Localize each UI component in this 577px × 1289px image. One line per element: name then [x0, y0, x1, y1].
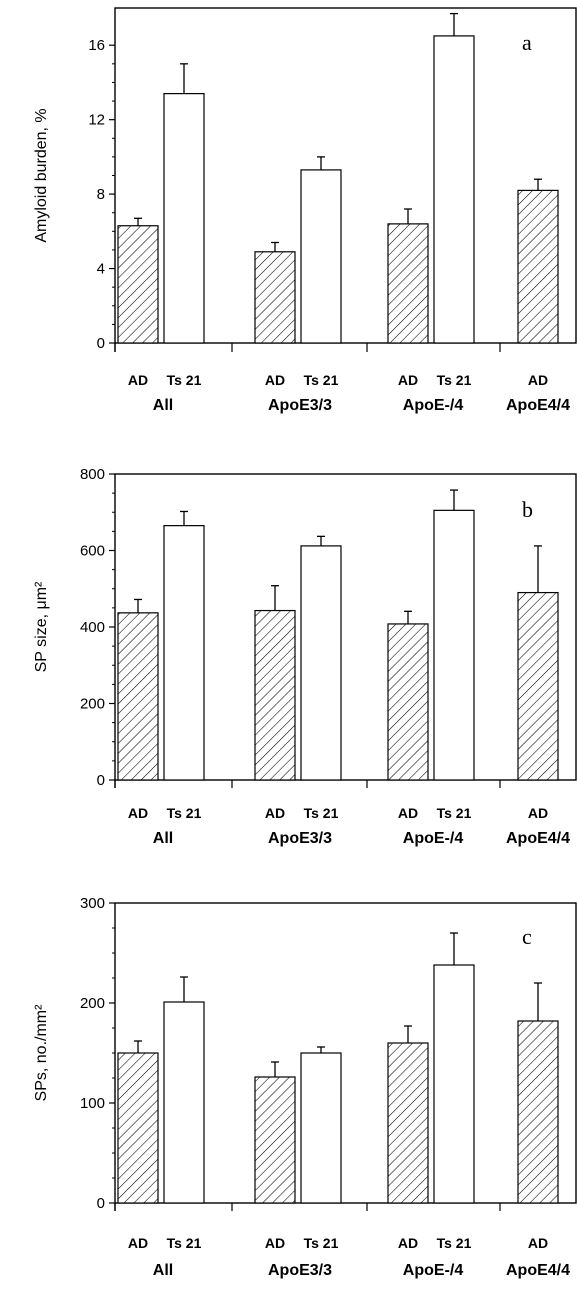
y-axis-label: Amyloid burden, % — [33, 108, 50, 242]
bar-category-label: Ts 21 — [167, 372, 202, 388]
bar-category-label: AD — [265, 372, 285, 388]
bar-ApoE-/4-AD — [387, 623, 429, 781]
group-label: All — [153, 397, 173, 414]
bar-ApoE4/4-AD — [517, 1020, 559, 1204]
group-label: ApoE3/3 — [268, 830, 332, 847]
group-label: ApoE3/3 — [268, 1262, 332, 1279]
bar-category-label: AD — [265, 1235, 285, 1251]
bar-category-label: Ts 21 — [437, 1235, 472, 1251]
y-tick-label: 0 — [97, 772, 105, 789]
bar-All-Ts21 — [163, 93, 205, 344]
panel-letter: c — [522, 924, 532, 949]
chart-panel-b: 0 200 400 600 800 SP size, μm² b AD Ts 21 All AD Ts… — [33, 466, 577, 847]
group-label: All — [153, 830, 173, 847]
y-tick-label: 200 — [80, 995, 105, 1012]
bar-All-AD — [117, 1052, 159, 1204]
bar-ApoE3/3-Ts21 — [300, 1052, 342, 1204]
y-tick-label: 300 — [80, 895, 105, 912]
y-axis-label: SPs, no./mm² — [33, 1004, 50, 1102]
bar-category-label: AD — [528, 805, 548, 821]
y-tick-label: 800 — [80, 466, 105, 483]
bar-category-label: Ts 21 — [167, 805, 202, 821]
chart-panel-c: 0 100 200 300 SPs, no./mm² c AD Ts 21 All AD Ts 21… — [33, 895, 577, 1279]
bar-category-label: AD — [528, 1235, 548, 1251]
bar-ApoE3/3-Ts21 — [300, 545, 342, 781]
y-tick-label: 0 — [97, 1195, 105, 1212]
bar-category-label: Ts 21 — [437, 805, 472, 821]
group-label: ApoE4/4 — [506, 1262, 570, 1279]
bar-ApoE-/4-Ts21 — [433, 964, 475, 1204]
bar-All-Ts21 — [163, 1001, 205, 1204]
bar-category-label: Ts 21 — [304, 1235, 339, 1251]
bar-category-label: Ts 21 — [437, 372, 472, 388]
bar-category-label: Ts 21 — [304, 372, 339, 388]
group-label: All — [153, 1262, 173, 1279]
group-label: ApoE4/4 — [506, 830, 570, 847]
y-tick-label: 12 — [88, 112, 105, 129]
y-tick-label: 16 — [88, 37, 105, 54]
bar-ApoE-/4-Ts21 — [433, 509, 475, 781]
bar-All-AD — [117, 612, 159, 781]
bar-category-label: AD — [265, 805, 285, 821]
bar-ApoE4/4-AD — [517, 189, 559, 344]
bar-category-label: AD — [398, 1235, 418, 1251]
bar-category-label: AD — [398, 805, 418, 821]
bar-ApoE-/4-AD — [387, 223, 429, 344]
bar-ApoE-/4-Ts21 — [433, 35, 475, 344]
y-tick-label: 100 — [80, 1095, 105, 1112]
y-tick-label: 200 — [80, 696, 105, 713]
group-label: ApoE-/4 — [403, 830, 464, 847]
bar-ApoE-/4-AD — [387, 1042, 429, 1204]
panel-letter: b — [522, 497, 533, 522]
group-label: ApoE3/3 — [268, 397, 332, 414]
bar-ApoE3/3-AD — [254, 251, 296, 344]
group-label: ApoE-/4 — [403, 1262, 464, 1279]
bar-category-label: AD — [128, 805, 148, 821]
bar-category-label: Ts 21 — [167, 1235, 202, 1251]
chart-panel-a: 0 4 8 12 16 Amyloid burden, % a AD Ts 21 All AD Ts … — [33, 7, 577, 414]
bar-category-label: AD — [398, 372, 418, 388]
bar-ApoE3/3-Ts21 — [300, 169, 342, 344]
bar-All-Ts21 — [163, 525, 205, 781]
bar-ApoE4/4-AD — [517, 591, 559, 781]
bar-ApoE3/3-AD — [254, 609, 296, 781]
panel-letter: a — [522, 30, 532, 55]
bar-category-label: AD — [128, 372, 148, 388]
group-label: ApoE4/4 — [506, 397, 570, 414]
y-tick-label: 600 — [80, 543, 105, 560]
bar-category-label: Ts 21 — [304, 805, 339, 821]
group-label: ApoE-/4 — [403, 397, 464, 414]
bar-All-AD — [117, 225, 159, 344]
y-axis-label: SP size, μm² — [33, 581, 50, 672]
y-tick-label: 0 — [97, 335, 105, 352]
y-tick-label: 400 — [80, 619, 105, 636]
y-tick-label: 8 — [97, 186, 105, 203]
bar-category-label: AD — [128, 1235, 148, 1251]
y-tick-label: 4 — [97, 261, 105, 278]
bar-category-label: AD — [528, 372, 548, 388]
bar-ApoE3/3-AD — [254, 1076, 296, 1204]
